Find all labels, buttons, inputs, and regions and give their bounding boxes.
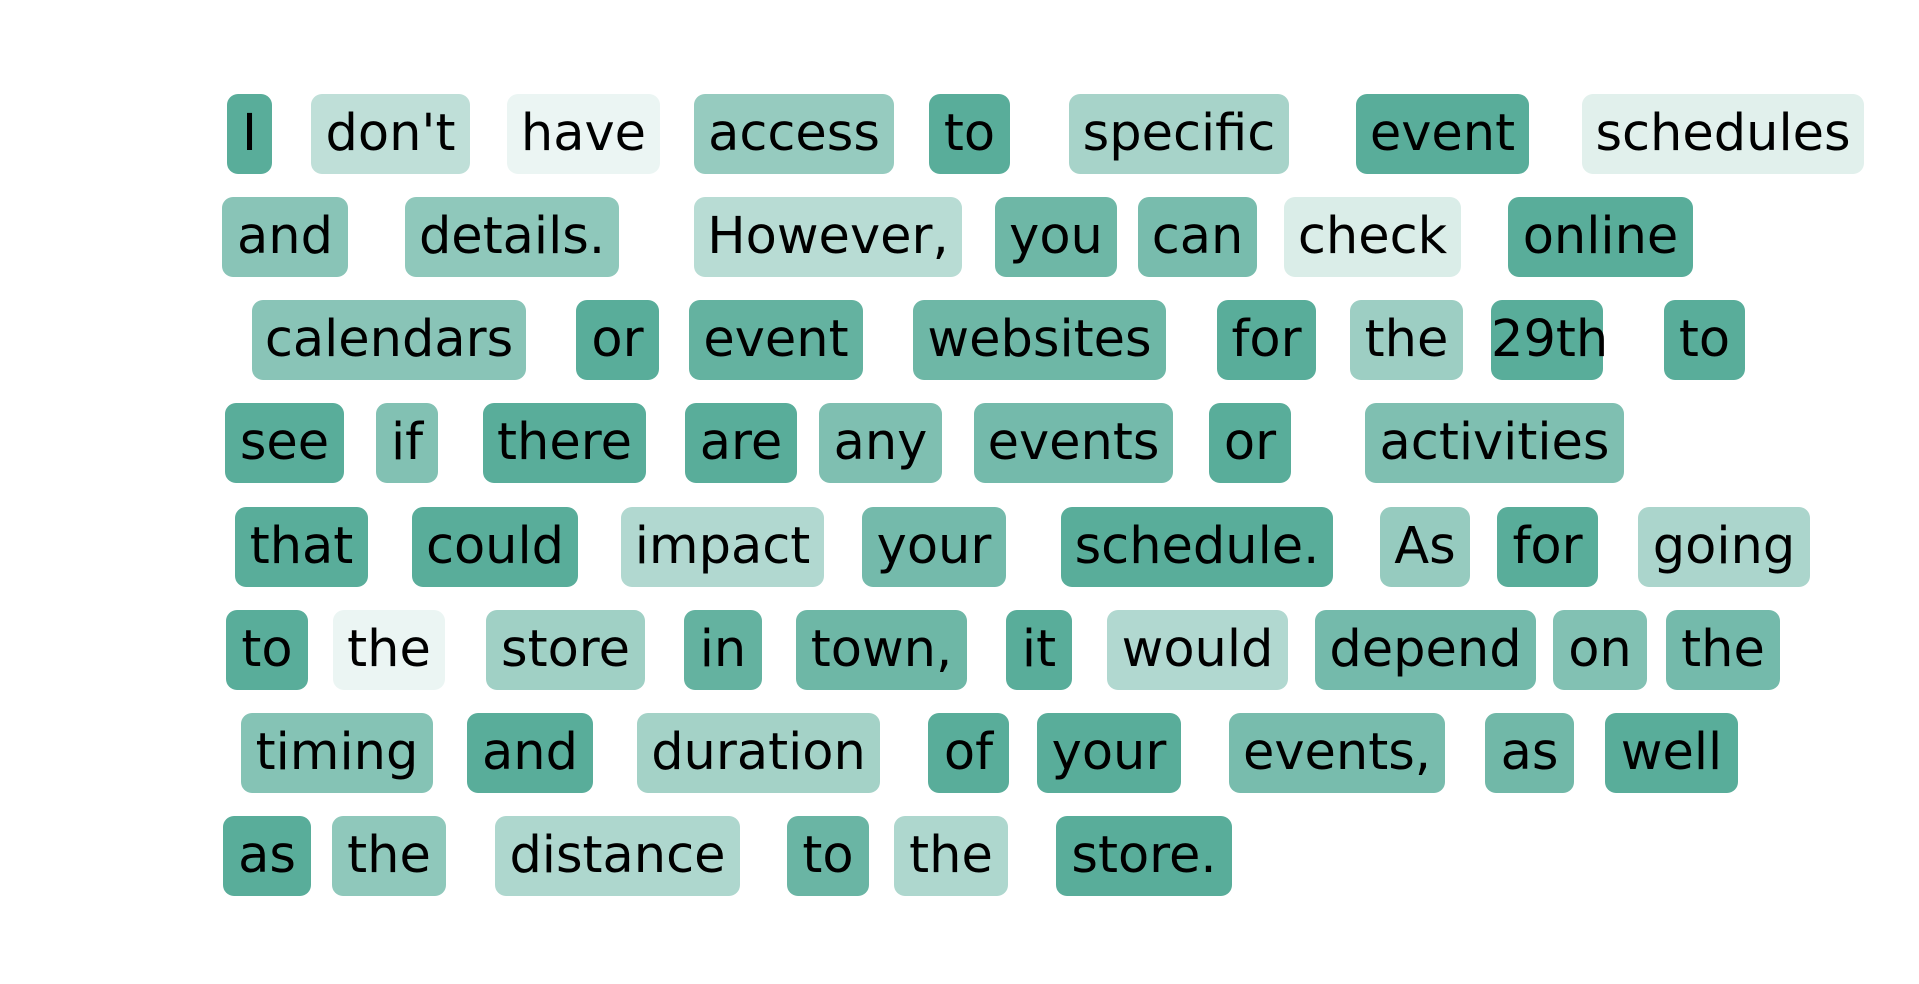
token-chip: schedules xyxy=(1582,94,1864,174)
token-chip: websites xyxy=(913,300,1166,380)
token-chip: it xyxy=(1006,610,1072,690)
token-chip: are xyxy=(685,403,797,483)
token-chip: the xyxy=(1350,300,1463,380)
token-chip: see xyxy=(225,403,344,483)
token-chip: distance xyxy=(495,816,740,896)
token-chip: the xyxy=(332,816,446,896)
token-chip: don't xyxy=(311,94,470,174)
token-chip: the xyxy=(1666,610,1780,690)
token-chip: event xyxy=(1356,94,1529,174)
token-chip: could xyxy=(412,507,578,587)
token-chip: store xyxy=(486,610,645,690)
token-chip: specific xyxy=(1069,94,1289,174)
token-chip: well xyxy=(1605,713,1738,793)
token-chip: access xyxy=(694,94,894,174)
token-chip: going xyxy=(1638,507,1810,587)
token-chip: details. xyxy=(405,197,619,277)
token-chip: your xyxy=(862,507,1006,587)
token-chip: As xyxy=(1380,507,1470,587)
token-chip: to xyxy=(1664,300,1745,380)
token-chip: for xyxy=(1497,507,1598,587)
token-chip: and xyxy=(467,713,593,793)
token-chip: to xyxy=(226,610,308,690)
token-chip: that xyxy=(235,507,368,587)
token-chip: or xyxy=(576,300,659,380)
token-chip: 29th xyxy=(1491,300,1608,380)
token-chip: town, xyxy=(796,610,967,690)
token-chip: have xyxy=(507,94,660,174)
token-chip: as xyxy=(1485,713,1574,793)
token-chip: as xyxy=(223,816,311,896)
token-chip: impact xyxy=(621,507,824,587)
token-chip: or xyxy=(1209,403,1291,483)
token-chip: I xyxy=(227,94,272,174)
token-chip: events xyxy=(974,403,1173,483)
token-chip: depend xyxy=(1315,610,1536,690)
token-chip: the xyxy=(333,610,445,690)
token-chip: schedule. xyxy=(1061,507,1333,587)
token-chip: on xyxy=(1553,610,1647,690)
token-chip: event xyxy=(689,300,863,380)
token-chip: your xyxy=(1037,713,1181,793)
token-chip: However, xyxy=(694,197,962,277)
token-chip: check xyxy=(1284,197,1461,277)
token-chip: to xyxy=(787,816,869,896)
token-chip: activities xyxy=(1365,403,1624,483)
token-chip: to xyxy=(929,94,1010,174)
token-chip: and xyxy=(222,197,348,277)
token-chip: calendars xyxy=(252,300,526,380)
token-chip: you xyxy=(995,197,1117,277)
token-chip: store. xyxy=(1056,816,1232,896)
token-chip: would xyxy=(1107,610,1288,690)
token-chip: of xyxy=(928,713,1009,793)
token-chip: for xyxy=(1217,300,1316,380)
token-chip: any xyxy=(819,403,942,483)
token-chip: online xyxy=(1508,197,1693,277)
token-chip: there xyxy=(483,403,646,483)
token-chip: if xyxy=(376,403,438,483)
token-chip: timing xyxy=(241,713,433,793)
token-chip: duration xyxy=(637,713,880,793)
token-chip: can xyxy=(1138,197,1257,277)
token-chip: the xyxy=(894,816,1008,896)
token-chip: events, xyxy=(1229,713,1445,793)
token-chip: in xyxy=(684,610,762,690)
